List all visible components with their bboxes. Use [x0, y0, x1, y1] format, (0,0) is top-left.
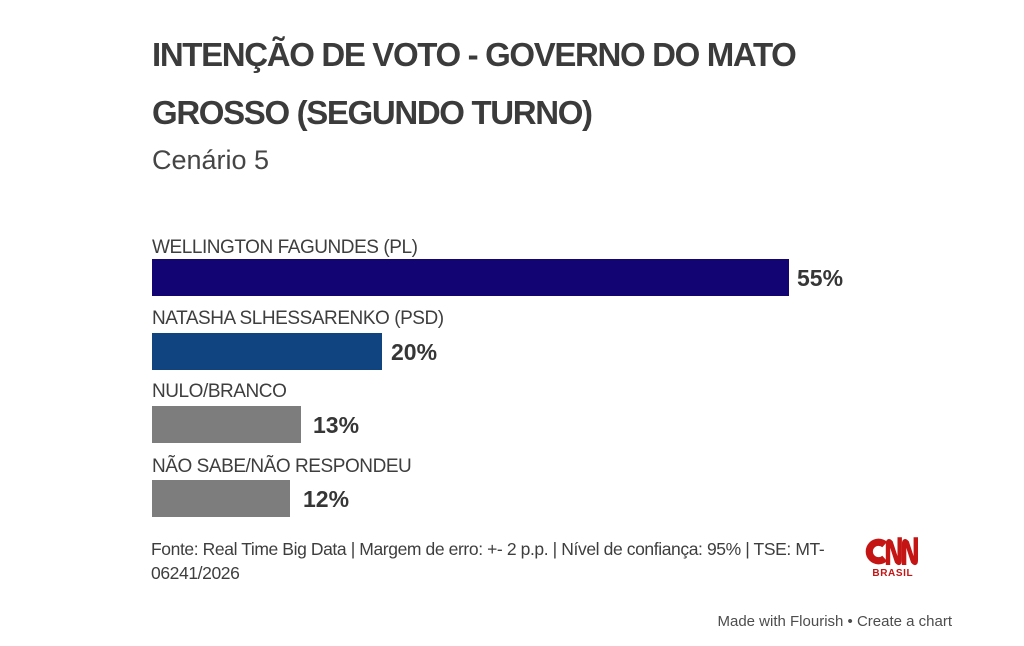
svg-text:BRASIL: BRASIL — [872, 568, 913, 579]
